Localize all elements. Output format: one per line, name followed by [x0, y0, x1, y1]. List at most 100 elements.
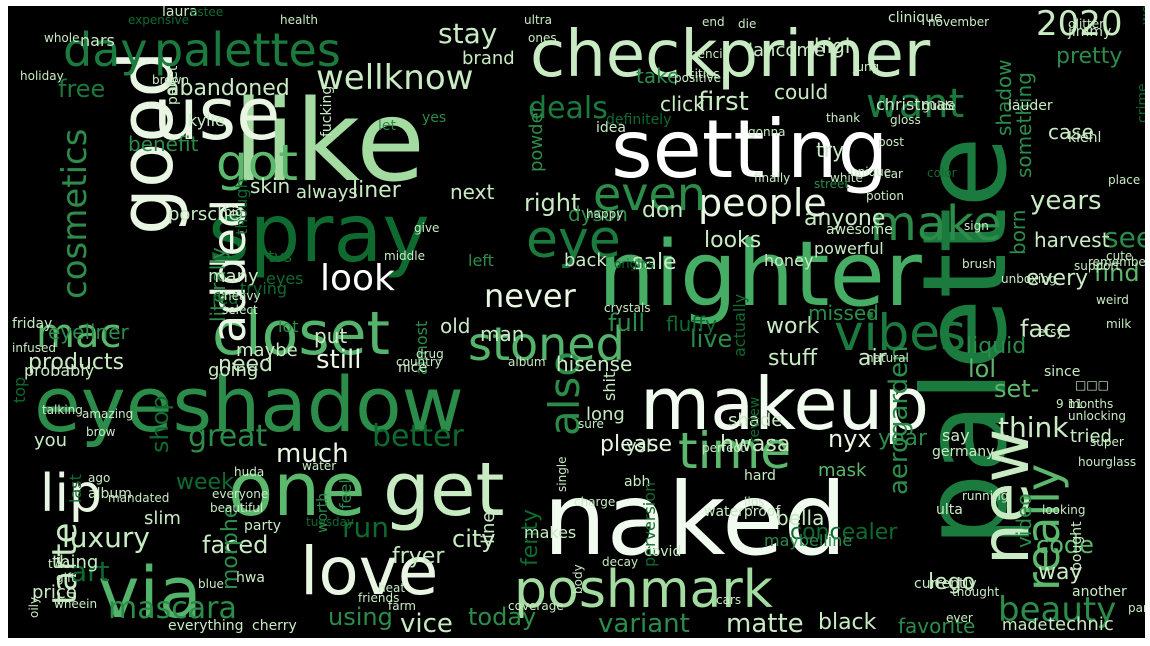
word-right: right: [524, 188, 581, 217]
word-9-11: 9 11: [1056, 397, 1083, 412]
word-beauty: beauty: [998, 589, 1117, 630]
word-harvest: harvest: [1034, 228, 1110, 252]
word-health: health: [280, 13, 318, 28]
word-day: day: [63, 23, 148, 78]
word-natural: natural: [866, 351, 909, 366]
word-please: please: [600, 432, 673, 458]
word-single: single: [555, 456, 569, 493]
word-thank: thank: [826, 111, 861, 126]
word-country: country: [396, 355, 442, 370]
word-nice: nice: [398, 359, 428, 376]
word-amazing: amazing: [82, 407, 134, 422]
word-back: back: [564, 249, 607, 271]
word-fluffy: fluffy: [666, 312, 717, 336]
word-white: white: [830, 171, 863, 186]
word-lancome: lancome: [748, 39, 825, 61]
word-decay: decay: [602, 555, 639, 570]
word-today: today: [468, 602, 537, 631]
word-code: code: [1036, 530, 1094, 559]
word-vibes: vibes: [834, 304, 967, 362]
word-don: don: [642, 198, 684, 224]
word-years: years: [1030, 186, 1102, 217]
word-deals: deals: [528, 91, 608, 126]
word-eyeshadow: eyeshadow: [34, 360, 464, 450]
word-body: body: [571, 564, 585, 595]
word-yes: yes: [422, 109, 447, 126]
word-think: think: [998, 410, 1069, 444]
word-liquid: liquid: [966, 334, 1027, 360]
word-face: face: [1020, 314, 1072, 343]
word-water: water: [302, 459, 337, 474]
word-much: much: [276, 439, 349, 470]
word-find: find: [1094, 258, 1140, 287]
word-cities: cities: [688, 67, 720, 82]
word-eyes: eyes: [266, 269, 304, 289]
word-left: left: [468, 251, 494, 271]
word-friday: friday: [12, 315, 53, 332]
word-love: love: [300, 533, 439, 611]
word-pretty: pretty: [1056, 44, 1123, 70]
word-anyone: anyone: [804, 206, 886, 232]
word-wouldbest: wouldbest: [1141, 326, 1145, 532]
word-give: give: [414, 221, 440, 236]
word-brow: brow: [86, 425, 116, 440]
word-fucking: fucking: [319, 85, 335, 137]
word-long: long: [586, 403, 625, 425]
word-unlocking: unlocking: [1068, 409, 1126, 424]
word-checkprimer: checkprimer: [530, 17, 931, 92]
word-made: made: [1002, 615, 1048, 635]
word-products: products: [28, 350, 125, 376]
word-support: support: [1074, 259, 1121, 274]
word-wellknow: wellknow: [316, 57, 474, 98]
word-concealer: concealer: [790, 520, 898, 546]
word-guide: guide: [922, 99, 956, 114]
word-probably: probably: [24, 361, 95, 381]
word-spray: spray: [208, 187, 430, 280]
word-select: select: [222, 303, 258, 318]
word-heavy: heavy: [224, 289, 261, 304]
word-trying: trying: [240, 279, 288, 299]
word-favorite: favorite: [898, 614, 976, 638]
word-friends: friends: [358, 591, 400, 606]
word-lego: lego: [928, 570, 976, 596]
word-first: first: [698, 87, 749, 118]
word-crime: crime: [1135, 83, 1145, 123]
word-makeup: makeup: [640, 362, 930, 447]
word-high: high: [814, 34, 858, 58]
word-naked: naked: [543, 461, 848, 578]
word-looking: looking: [1042, 503, 1086, 518]
word-cars: cars: [716, 593, 742, 608]
word-lauder: lauder: [1008, 97, 1053, 114]
word-hwasa: hwasa: [720, 432, 791, 458]
word-currently: currently: [914, 575, 977, 592]
word-case: case: [1048, 120, 1094, 144]
word-infused: infused: [12, 341, 57, 356]
word-stay: stay: [438, 16, 498, 50]
word-born: born: [1006, 209, 1030, 255]
word-eyeliner: eyeliner: [48, 320, 129, 344]
word-middle: middle: [384, 249, 425, 264]
word-need: need: [218, 352, 273, 378]
word-weird: weird: [1096, 293, 1129, 308]
word-brand: brand: [462, 47, 515, 69]
word-got: got: [216, 134, 298, 192]
word-poshmark: poshmark: [514, 560, 773, 621]
word-since: since: [1044, 363, 1081, 380]
word-lip: lip: [40, 464, 102, 525]
word-glyph: □□□: [1075, 378, 1110, 393]
word-november: november: [928, 15, 990, 30]
word-shop: shop: [146, 395, 174, 453]
word-like: like: [233, 77, 426, 208]
word-top: top: [10, 376, 29, 404]
word-matte: matte: [726, 609, 804, 638]
word-porsche: porsche: [168, 203, 240, 225]
word-brush: brush: [962, 257, 997, 272]
word-christmas: christmas: [876, 95, 955, 115]
word-see: see: [1104, 220, 1145, 254]
word-crystals: crystals: [604, 301, 651, 316]
word-want: want: [866, 81, 965, 127]
word-using: using: [328, 602, 393, 631]
word-live: live: [690, 324, 733, 353]
word-full: full: [608, 308, 645, 337]
word-city: city: [452, 524, 496, 553]
